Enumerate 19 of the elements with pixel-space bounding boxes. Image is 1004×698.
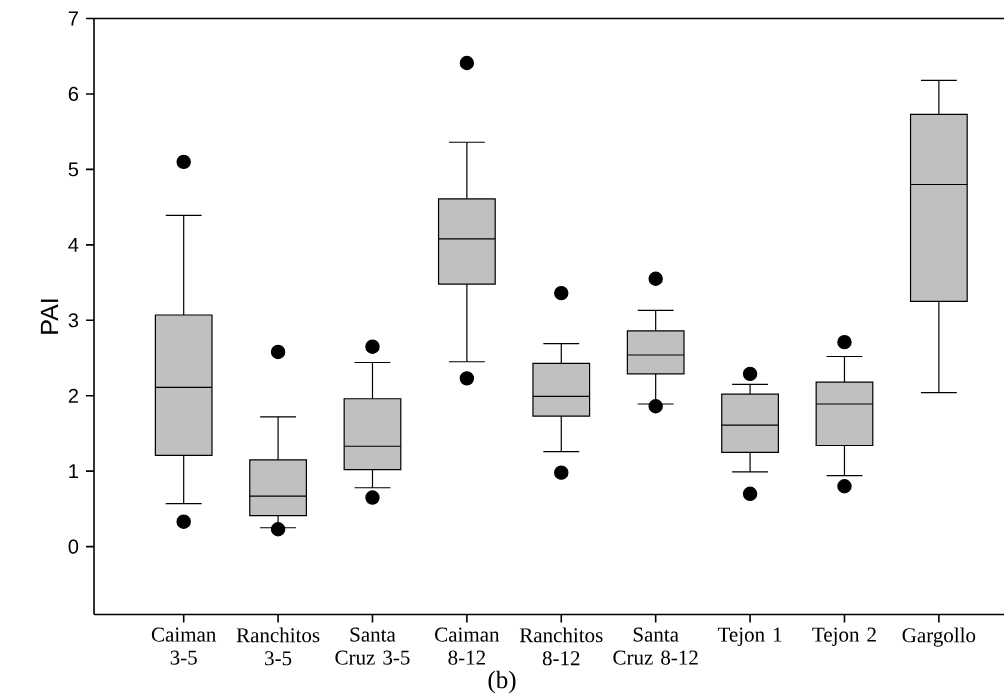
y-tick-label: 4 [68, 237, 79, 252]
y-tick-label: 7 [68, 11, 78, 26]
x-tick-label: Tejon 2 [812, 627, 876, 646]
y-tick-label: 3 [68, 313, 79, 328]
y-axis-title: PAI [40, 299, 59, 334]
x-tick-label: Gargollo [902, 627, 976, 647]
x-tick-label: Santa Cruz 3-5 [335, 627, 410, 665]
x-tick-label: Ranchitos 3-5 [236, 627, 320, 666]
y-tick-label: 1 [69, 464, 78, 479]
text: (b) [488, 670, 516, 694]
x-tick-label: Tejon 1 [717, 627, 782, 646]
y-tick-label: 6 [68, 86, 79, 102]
y-tick-label: 2 [68, 388, 78, 403]
x-tick-label: Ranchitos 8-12 [519, 627, 603, 666]
y-tick-label: 5 [68, 162, 79, 177]
x-tick-label: Caiman 3-5 [151, 627, 217, 665]
y-tick-label: 0 [68, 539, 79, 554]
x-tick-label: Caiman 8-12 [435, 627, 500, 665]
x-tick-label: Santa Cruz 8-12 [613, 627, 698, 665]
